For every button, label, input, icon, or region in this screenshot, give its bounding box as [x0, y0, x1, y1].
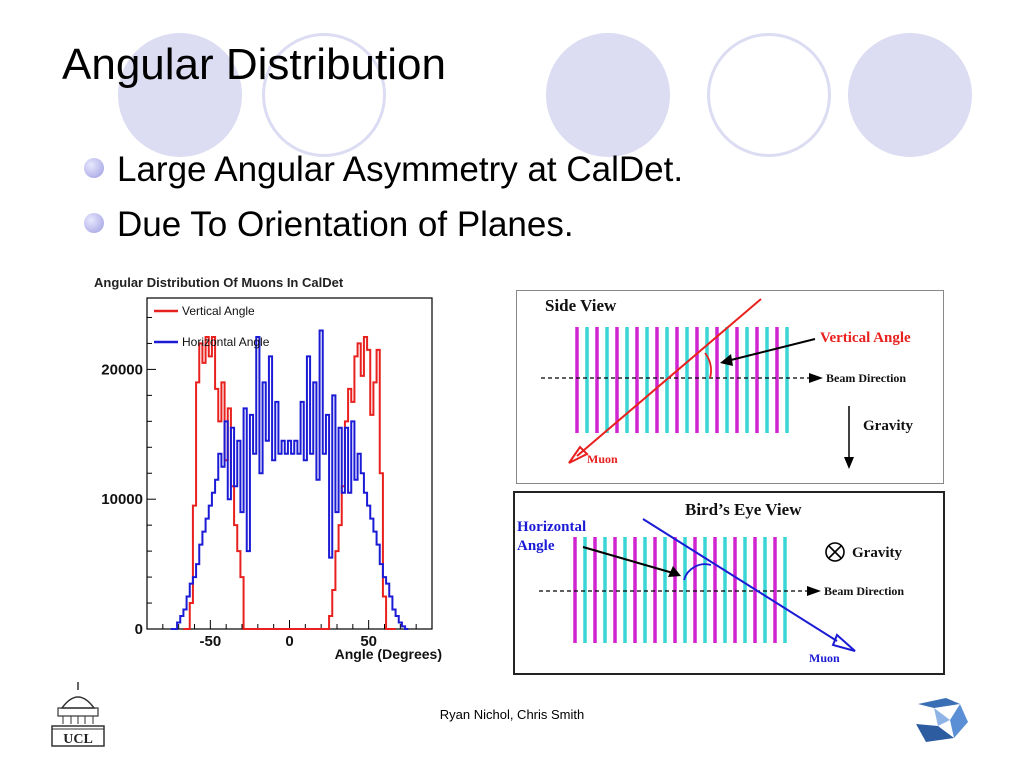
horizontal-angle-arc	[683, 563, 712, 581]
decor-ring-2	[707, 33, 831, 157]
x-axis-label: Angle (Degrees)	[335, 646, 442, 662]
side-view-planes	[575, 327, 789, 433]
side-beam-arrow-icon	[809, 373, 823, 383]
y-tick-label: 20000	[101, 361, 143, 378]
side-gravity-label: Gravity	[863, 418, 913, 434]
decor-ring-1	[262, 33, 386, 157]
horizontal-angle-label-line2: Angle	[517, 538, 555, 554]
legend-label: Horizontal Angle	[182, 335, 270, 349]
bullet-text-1: Large Angular Asymmetry at CalDet.	[117, 150, 684, 189]
chart-legend: Vertical Angle Horizontal Angle	[154, 304, 270, 349]
x-tick-label: 0	[285, 633, 293, 650]
angular-distribution-chart: Angular Distribution Of Muons In CalDet …	[94, 275, 442, 662]
vertical-angle-arc	[704, 352, 712, 379]
decor-circle-2	[546, 33, 670, 157]
gravity-arrow-icon	[844, 457, 854, 469]
side-view-svg: Side View Beam Direction Muon Vertical A…	[541, 296, 913, 469]
bird-muon-label: Muon	[809, 651, 840, 665]
side-view-title: Side View	[545, 296, 617, 315]
ucl-logo-text: UCL	[63, 732, 93, 747]
side-muon-track	[576, 298, 762, 457]
y-tick-label: 10000	[101, 491, 143, 508]
bird-beam-label: Beam Direction	[824, 584, 904, 598]
horizontal-angle-label-line1: Horizontal	[517, 519, 586, 535]
x-tick-label: 50	[360, 633, 377, 650]
bullet-dot-icon	[84, 212, 104, 233]
bird-muon-track	[642, 518, 838, 642]
vertical-angle-pointer	[726, 338, 816, 362]
vertical-angle-label: Vertical Angle	[820, 330, 911, 346]
series-line-vertical-angle	[183, 335, 396, 630]
pointer-arrow-icon	[668, 566, 681, 577]
y-tick-label: 0	[135, 621, 143, 638]
pointer-arrow-icon	[720, 354, 733, 366]
bird-gravity-label: Gravity	[852, 545, 902, 561]
footer-credit: Ryan Nichol, Chris Smith	[439, 707, 585, 722]
bird-muon-arrow-icon	[831, 633, 856, 652]
muon-arrow-icon	[568, 445, 589, 464]
gravity-into-page-icon	[825, 542, 845, 562]
corner-logo-icon	[916, 698, 968, 742]
x-tick-label: -50	[199, 633, 221, 650]
series-line-horizontal-angle	[170, 329, 409, 630]
horizontal-angle-pointer	[582, 546, 674, 574]
bullet-item-1: Large Angular Asymmetry at CalDet.	[84, 150, 683, 190]
birds-eye-view-diagram: Bird’s Eye View Horizontal Angle Beam Di…	[513, 491, 945, 675]
birds-view-title: Bird’s Eye View	[685, 500, 802, 519]
bullet-dot-icon	[84, 157, 104, 178]
side-view-diagram: Side View Beam Direction Muon Vertical A…	[516, 290, 944, 484]
decor-circle-3	[848, 33, 972, 157]
slide-title: Angular Distribution	[62, 40, 446, 89]
legend-label: Vertical Angle	[182, 304, 255, 318]
bird-beam-arrow-icon	[807, 586, 821, 596]
bullet-text-2: Due To Orientation of Planes.	[117, 205, 574, 244]
birds-eye-view-svg: Bird’s Eye View Horizontal Angle Beam Di…	[517, 500, 904, 665]
bullet-item-2: Due To Orientation of Planes.	[84, 205, 574, 245]
decor-circle-1	[118, 33, 242, 157]
ucl-logo: UCL	[51, 682, 105, 747]
side-muon-label: Muon	[587, 452, 618, 466]
birds-view-planes	[573, 537, 787, 643]
chart-title: Angular Distribution Of Muons In CalDet	[94, 275, 344, 290]
side-beam-label: Beam Direction	[826, 371, 906, 385]
